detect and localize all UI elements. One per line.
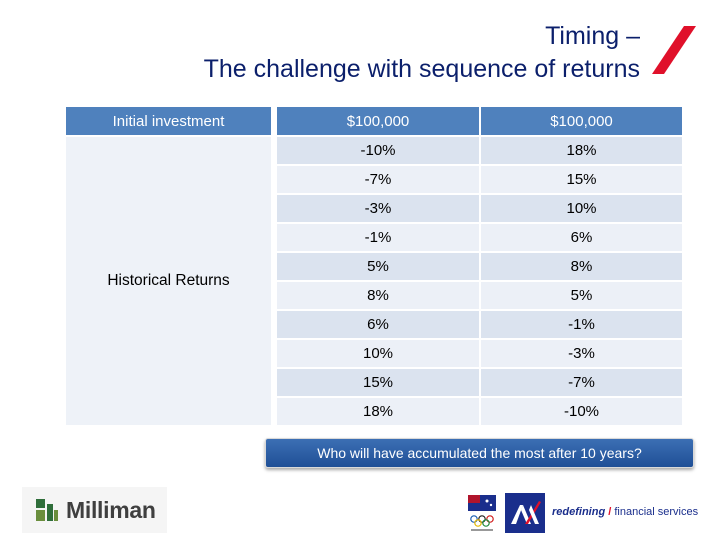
cell-b: 8% [479,251,682,281]
header-initial-investment: Initial investment [66,107,277,136]
cell-a: -10% [274,135,480,165]
axa-logo-icon [505,493,545,533]
milliman-mark-icon [36,499,58,521]
header-amount-2: $100,000 [479,107,682,136]
historical-returns-label: Historical Returns [66,135,277,425]
tagline-bold: redefining [552,506,606,518]
milliman-logo: Milliman [22,487,167,533]
table-row: 5% 8% [66,251,682,281]
cell-b: 6% [479,222,682,252]
cell-a: 8% [274,280,480,310]
returns-table: Initial investment $100,000 $100,000 His… [66,107,682,425]
table-row: 6% -1% [66,309,682,339]
cell-a: 6% [274,309,480,339]
cell-b: 10% [479,193,682,223]
cell-a: -1% [274,222,480,252]
cell-b: 5% [479,280,682,310]
tagline-slash: / [608,506,612,518]
table-row: Historical Returns -10% 18% [66,135,682,425]
cell-a: 15% [274,367,480,397]
cell-a: -3% [274,193,480,223]
olympic-partner-icon [468,495,496,531]
tagline-rest: financial services [614,506,699,518]
cell-b: 15% [479,164,682,194]
milliman-name: Milliman [66,496,156,523]
table-row: 18% -10% [66,396,682,425]
cell-b: -10% [479,396,682,425]
table-row: 10% -3% [66,338,682,368]
table-row: 15% -7% [66,367,682,397]
red-slash-icon [652,26,696,74]
title-line-2: The challenge with sequence of returns [203,55,640,83]
cell-a: -7% [274,164,480,194]
table-header-row: Initial investment $100,000 $100,000 [66,107,682,136]
table-row: -1% 6% [66,222,682,252]
tagline: redefining / financial services [552,506,698,518]
header-amount-1: $100,000 [274,107,480,136]
cell-a: 5% [274,251,480,281]
table-row: 8% 5% [66,280,682,310]
cell-b: 18% [479,135,682,165]
cell-a: 10% [274,338,480,368]
question-callout: Who will have accumulated the most after… [265,438,694,468]
title-line-1: Timing – [545,22,640,50]
cell-b: -3% [479,338,682,368]
table-row: -3% 10% [66,193,682,223]
table-row: -7% 15% [66,164,682,194]
cell-b: -1% [479,309,682,339]
cell-a: 18% [274,396,480,425]
slide-title: Timing – The challenge with sequence of … [204,20,640,86]
cell-b: -7% [479,367,682,397]
